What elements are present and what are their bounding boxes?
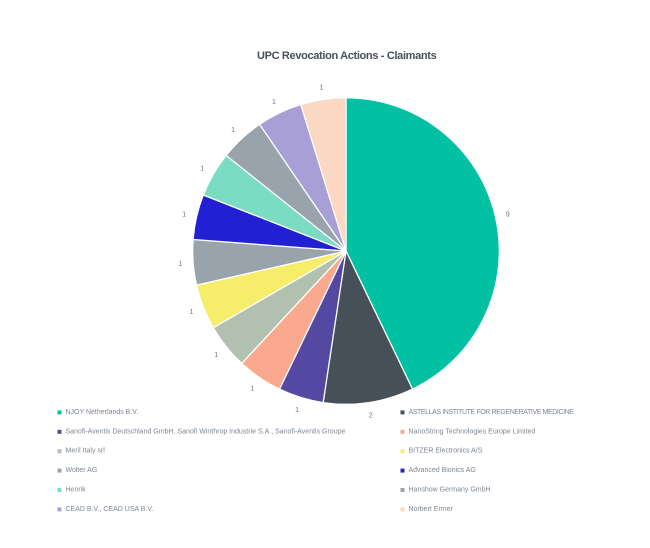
svg-text:Sanofi-Aventis Deutschland Gmb: Sanofi-Aventis Deutschland GmbH, Sanofi … [66,428,346,435]
svg-text:ASTELLAS INSTITUTE FOR REGENER: ASTELLAS INSTITUTE FOR REGENERATIVE MEDI… [409,409,575,416]
svg-text:Meril Italy srl: Meril Italy srl [66,448,106,455]
svg-text:CEAD B.V., CEAD USA B.V.: CEAD B.V., CEAD USA B.V. [66,506,154,513]
svg-text:BITZER Electronics A/S: BITZER Electronics A/S [409,448,483,455]
svg-text:UPC Revocation Actions - Claim: UPC Revocation Actions - Claimants [257,50,437,62]
svg-text:2: 2 [369,413,373,420]
svg-text:1: 1 [319,84,323,91]
svg-text:1: 1 [272,99,276,106]
svg-text:1: 1 [231,127,235,134]
svg-text:1: 1 [214,352,218,359]
svg-text:Advanced Bionics AG: Advanced Bionics AG [409,467,476,474]
svg-text:1: 1 [295,407,299,414]
svg-text:1: 1 [251,386,255,393]
svg-text:Hanshow Germany GmbH: Hanshow Germany GmbH [409,487,491,494]
svg-text:NanoString Technologies Europe: NanoString Technologies Europe Limited [409,428,536,435]
svg-text:1: 1 [182,212,186,219]
svg-text:Henrik: Henrik [66,487,87,494]
svg-text:1: 1 [179,261,183,268]
svg-text:NJOY Netherlands B.V.: NJOY Netherlands B.V. [66,409,139,416]
svg-text:9: 9 [506,212,510,219]
svg-text:1: 1 [200,166,204,173]
svg-text:1: 1 [190,309,194,316]
svg-text:Norbert Ermer: Norbert Ermer [409,506,454,513]
svg-text:Wolter AG: Wolter AG [66,467,98,474]
